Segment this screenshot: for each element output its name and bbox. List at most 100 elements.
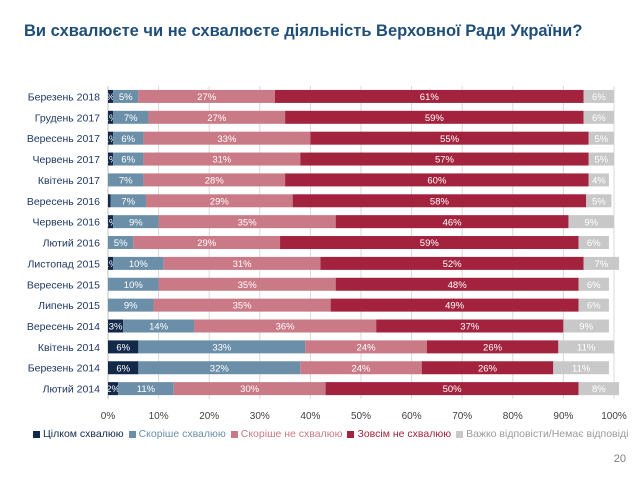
data-label: 6% (121, 155, 135, 166)
data-label: 7% (121, 196, 135, 207)
legend-label: Скоріше не схвалюю (240, 428, 343, 440)
bar-segment (300, 361, 422, 375)
bar-segment (421, 361, 554, 375)
category-label: Квітень 2014 (38, 342, 100, 354)
data-label: 26% (483, 342, 503, 353)
x-tick-label: 100% (601, 411, 627, 422)
data-label: 10% (124, 280, 144, 291)
data-label: 9% (129, 217, 143, 228)
x-tick-label: 60% (402, 411, 422, 422)
x-tick-label: 50% (351, 411, 371, 422)
category-label: Березень 2014 (28, 363, 100, 375)
data-label: 6% (587, 301, 601, 312)
bar-segment (133, 236, 281, 250)
data-label: 5% (594, 155, 608, 166)
x-tick-label: 30% (250, 411, 270, 422)
data-label: 60% (427, 176, 447, 187)
legend-swatch (33, 430, 40, 438)
data-label: 57% (435, 155, 455, 166)
category-label: Лютий 2014 (43, 384, 101, 396)
bar-segment (558, 340, 614, 354)
data-label: 36% (276, 322, 296, 333)
category-label: Вересень 2017 (27, 133, 100, 145)
bar-segment (588, 131, 614, 145)
data-label: 48% (448, 280, 468, 291)
data-label: 3% (109, 322, 123, 333)
x-tick-label: 90% (553, 411, 573, 422)
bar-segment (143, 173, 286, 187)
bar-segment (113, 152, 144, 166)
data-label: 1% (104, 113, 118, 124)
data-label: 35% (233, 301, 253, 312)
bar-segment (153, 298, 331, 312)
data-label: 5% (119, 92, 133, 103)
bar-segment (285, 173, 589, 187)
data-label: 14% (149, 322, 169, 333)
bar-segment (138, 340, 306, 354)
data-label: 6% (587, 280, 601, 291)
bar-segment (145, 194, 293, 208)
data-label: 1% (104, 217, 118, 228)
data-label: 1% (104, 134, 118, 145)
data-label: 30% (240, 384, 260, 395)
x-tick-label: 40% (300, 411, 320, 422)
bar-segment (285, 110, 584, 124)
legend-swatch (456, 430, 464, 438)
x-tick-label: 70% (452, 411, 472, 422)
legend-swatch (128, 430, 136, 438)
bar-segment (108, 215, 114, 229)
data-label: 1% (104, 259, 118, 270)
data-label: 6% (116, 363, 130, 374)
legend-item: Важко відповісти/Немає відповіді (456, 428, 628, 440)
data-label: 50% (443, 384, 463, 395)
legend-item: Зовсім не схвалюю (347, 428, 451, 440)
bar-segment (588, 152, 614, 166)
data-label: 33% (217, 134, 237, 145)
data-label: 37% (460, 322, 480, 333)
data-label: 6% (116, 342, 130, 353)
category-label: Вересень 2015 (27, 279, 100, 291)
bar-segment (113, 131, 144, 145)
bar-segment (143, 131, 311, 145)
data-label: 24% (351, 363, 371, 374)
category-label: Вересень 2014 (27, 321, 100, 333)
bar-segment (113, 110, 149, 124)
data-label: 5% (592, 196, 606, 207)
data-label: 32% (210, 363, 230, 374)
legend-label: Зовсім не схвалюю (357, 428, 452, 440)
data-label: 6% (121, 134, 135, 145)
x-tick-label: 0% (101, 411, 116, 422)
bar-segment (280, 236, 579, 250)
data-label: 9% (579, 322, 593, 333)
data-label: 29% (210, 196, 230, 207)
category-label: Березень 2018 (28, 91, 100, 103)
bar-segment (376, 319, 564, 333)
page-title: Ви схвалюєте чи не схвалюєте діяльність … (24, 22, 583, 40)
bar-segment (335, 277, 579, 291)
bar-segment (586, 194, 612, 208)
data-label: 59% (420, 238, 440, 249)
legend-swatch (347, 430, 355, 438)
bar-segment (108, 277, 159, 291)
data-label: 59% (425, 113, 445, 124)
bar-segment (108, 89, 114, 103)
category-label: Липень 2015 (38, 300, 100, 312)
data-label: 55% (440, 134, 460, 145)
bar-segment (305, 340, 427, 354)
data-label: 35% (238, 280, 258, 291)
data-label: 6% (592, 113, 606, 124)
category-label: Листопад 2015 (28, 258, 101, 270)
data-label: 1% (104, 155, 118, 166)
bar-segment (138, 89, 275, 103)
bar-segment (113, 89, 139, 103)
data-label: 52% (443, 259, 463, 270)
data-label: % (106, 92, 115, 103)
data-label: 7% (124, 113, 138, 124)
data-label: 5% (594, 134, 608, 145)
bar-segment (158, 277, 336, 291)
bar-segment (108, 256, 114, 270)
bar-segment (108, 382, 119, 396)
bar-segment (320, 256, 584, 270)
data-label: 46% (443, 217, 463, 228)
bar-segment (568, 215, 614, 229)
